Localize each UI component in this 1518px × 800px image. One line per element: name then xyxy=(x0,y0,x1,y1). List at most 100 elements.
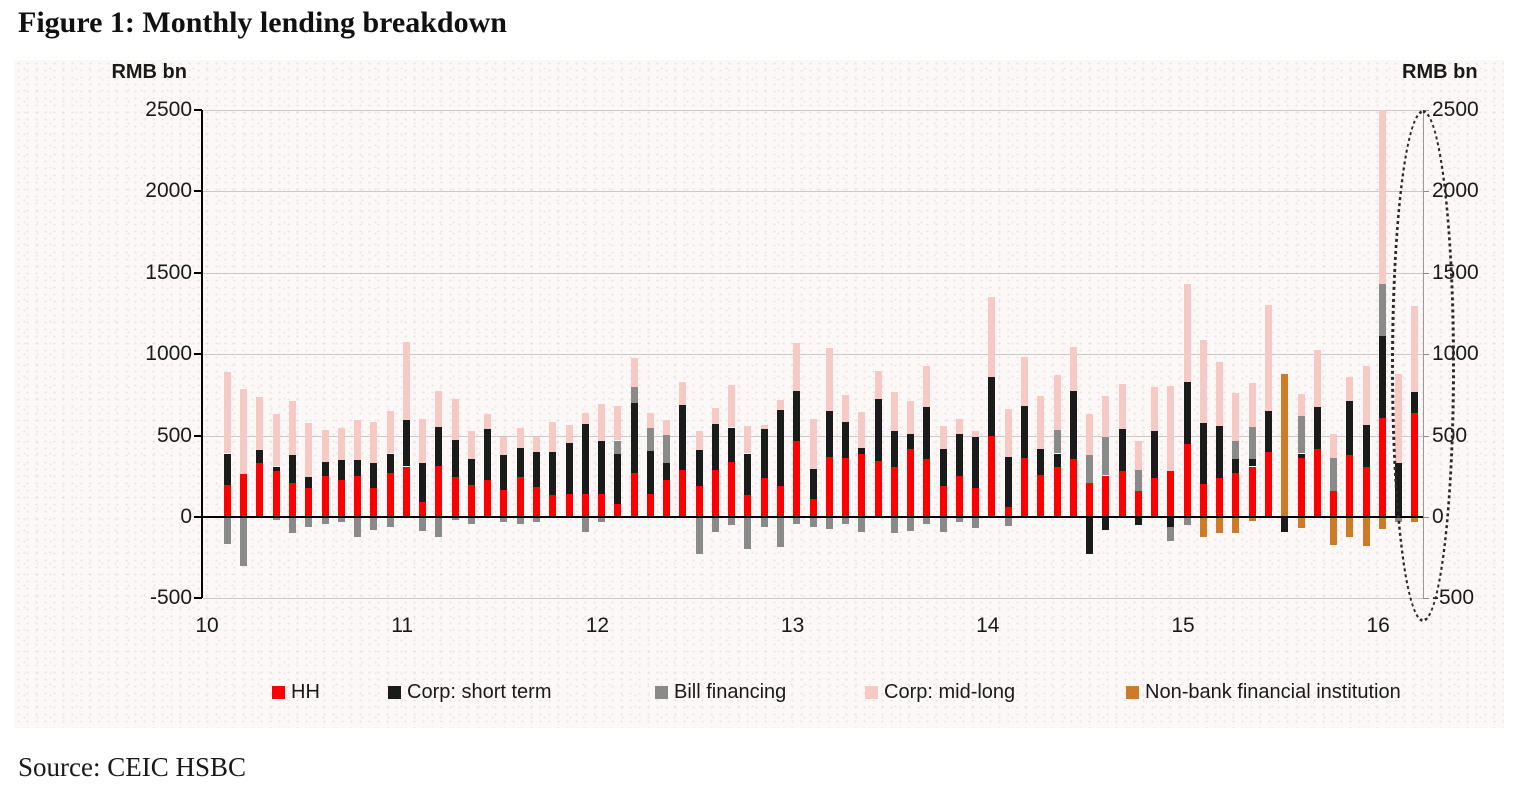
bar-segment-corp-short-term xyxy=(354,460,361,477)
bar-segment-bill-financing xyxy=(728,517,736,526)
bar-segment-corp-mid-long xyxy=(467,430,475,460)
bar-segment-corp-mid-long xyxy=(1037,395,1045,450)
bar-segment-corp-short-term xyxy=(1362,425,1370,467)
source-note: Source: CEIC HSBC xyxy=(18,752,247,782)
bar-segment-hh xyxy=(1037,474,1045,517)
bar-segment-hh xyxy=(1151,477,1159,517)
bar-segment-corp-mid-long xyxy=(630,357,638,387)
bar-segment-hh xyxy=(842,458,849,517)
bar-segment-bill-financing xyxy=(711,517,719,532)
legend-item-hh: HH xyxy=(272,680,320,704)
bar-segment-hh xyxy=(1102,475,1110,517)
legend-label-corp-mid-long: Corp: mid-long xyxy=(884,680,1016,703)
y-tick-label-right: -500 xyxy=(1432,586,1475,610)
bar-segment-hh xyxy=(256,463,264,517)
gridline-1000 xyxy=(203,354,1423,356)
bar-segment-corp-mid-long xyxy=(435,390,443,427)
bar-segment-corp-short-term xyxy=(679,404,687,470)
bar-segment-corp-short-term xyxy=(516,447,524,478)
bar-segment-hh xyxy=(695,486,703,517)
bar-segment-hh xyxy=(419,501,427,517)
bar-segment-hh xyxy=(760,477,768,517)
bar-segment-bill-financing xyxy=(858,517,866,532)
bar-segment-bill-financing xyxy=(419,517,427,531)
bar-segment-corp-short-term xyxy=(337,460,345,480)
bar-segment-bill-financing xyxy=(1232,441,1240,460)
bar-segment-corp-short-term xyxy=(695,450,703,487)
bar-segment-non-bank-financial-institution xyxy=(1232,517,1240,534)
bar-segment-hh xyxy=(923,459,931,517)
bar-segment-corp-short-term xyxy=(890,430,898,468)
bar-segment-bill-financing xyxy=(809,517,817,527)
bar-segment-corp-short-term xyxy=(1297,453,1305,459)
bar-segment-hh xyxy=(874,460,882,517)
legend-item-bill-financing: Bill financing xyxy=(655,680,786,704)
bar-segment-hh xyxy=(354,476,361,517)
bar-segment-corp-short-term xyxy=(1037,449,1045,475)
bar-segment-corp-mid-long xyxy=(370,421,378,464)
y-axis-left xyxy=(201,110,203,599)
legend-item-corp-short-term: Corp: short term xyxy=(388,680,551,704)
bar-segment-corp-short-term xyxy=(923,407,931,460)
bar-segment-corp-short-term xyxy=(858,447,866,455)
bar-segment-hh xyxy=(516,477,524,517)
bar-segment-hh xyxy=(630,473,638,517)
bar-segment-corp-short-term xyxy=(549,451,557,495)
bar-segment-bill-financing xyxy=(451,517,459,521)
bar-segment-bill-financing xyxy=(370,517,378,530)
bar-segment-corp-short-term xyxy=(630,403,638,473)
bar-segment-bill-financing xyxy=(1183,517,1191,526)
bar-segment-bill-financing xyxy=(923,517,931,525)
bar-segment-corp-mid-long xyxy=(289,401,296,456)
bar-segment-corp-short-term xyxy=(1265,411,1272,452)
bar-segment-hh xyxy=(907,448,915,517)
bar-segment-hh xyxy=(614,504,622,517)
bar-segment-bill-financing xyxy=(354,517,361,537)
bar-segment-bill-financing xyxy=(598,517,605,522)
bar-segment-corp-short-term xyxy=(1118,429,1126,471)
bar-segment-corp-mid-long xyxy=(533,437,540,452)
bar-segment-corp-mid-long xyxy=(1378,110,1386,285)
bar-segment-bill-financing xyxy=(500,517,508,522)
x-tick-label-16: 16 xyxy=(1366,614,1390,638)
bar-segment-corp-short-term xyxy=(744,453,752,495)
y-tick-label-left: 0 xyxy=(180,505,192,528)
x-tick-label-15: 15 xyxy=(1171,614,1195,638)
bar-segment-hh xyxy=(1378,417,1386,517)
bar-segment-corp-short-term xyxy=(1102,517,1110,530)
bar-segment-hh xyxy=(1199,484,1207,517)
bar-segment-bill-financing xyxy=(972,517,980,528)
bar-segment-hh xyxy=(500,490,508,517)
bar-segment-hh xyxy=(272,471,280,517)
bar-segment-bill-financing xyxy=(305,517,313,527)
bar-segment-hh xyxy=(728,461,736,517)
legend-label-non-bank: Non-bank financial institution xyxy=(1145,680,1401,703)
legend-label-corp-short-term: Corp: short term xyxy=(407,680,552,703)
bar-segment-hh xyxy=(1167,470,1175,517)
chart-legend: HH Corp: short term Bill financing Corp:… xyxy=(0,680,1518,706)
bar-segment-hh xyxy=(1118,470,1126,517)
highlight-ellipse xyxy=(1391,110,1455,622)
bar-segment-corp-mid-long xyxy=(890,391,898,431)
bar-segment-corp-mid-long xyxy=(1183,284,1191,382)
bar-segment-bill-financing xyxy=(890,517,898,534)
bar-segment-corp-short-term xyxy=(988,377,996,436)
bar-segment-bill-financing xyxy=(1167,526,1175,541)
bar-segment-corp-mid-long xyxy=(760,425,768,430)
bar-segment-corp-short-term xyxy=(614,453,622,504)
bar-segment-corp-mid-long xyxy=(923,365,931,408)
bar-segment-corp-short-term xyxy=(1167,517,1175,527)
x-tick-label-12: 12 xyxy=(585,614,610,638)
bar-segment-corp-mid-long xyxy=(1199,340,1207,424)
bar-segment-hh xyxy=(972,487,980,517)
bar-segment-hh xyxy=(565,494,573,517)
bar-segment-corp-mid-long xyxy=(1330,434,1337,458)
bar-segment-corp-short-term xyxy=(305,477,313,488)
legend-item-non-bank: Non-bank financial institution xyxy=(1126,680,1401,704)
y-axis-unit-right: RMB bn xyxy=(1402,61,1478,83)
bar-segment-corp-mid-long xyxy=(1346,377,1354,401)
legend-swatch-corp-short-term xyxy=(388,685,401,699)
bar-segment-bill-financing xyxy=(630,386,638,404)
bar-segment-corp-mid-long xyxy=(337,428,345,460)
bar-segment-corp-short-term xyxy=(955,434,963,477)
